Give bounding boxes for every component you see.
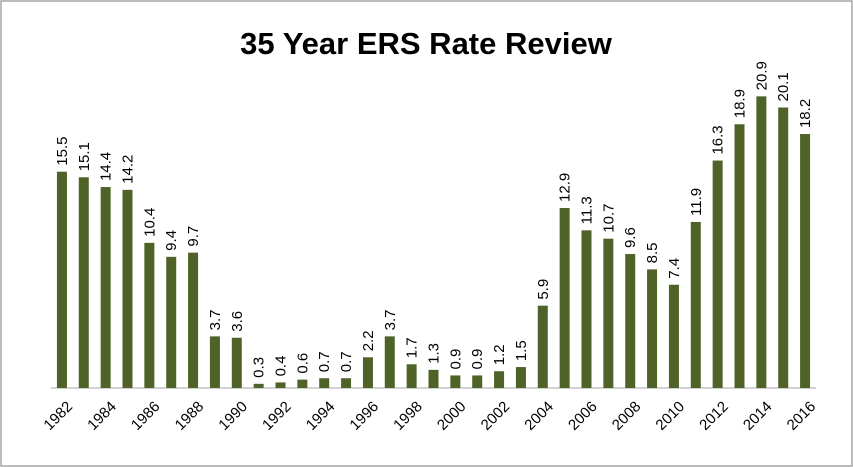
bar [144, 242, 155, 388]
bar [428, 369, 439, 388]
bar [253, 383, 264, 388]
bar [275, 382, 286, 388]
bar [297, 379, 308, 388]
bar [800, 134, 811, 388]
data-label: 0.4 [273, 356, 290, 377]
bar [690, 221, 701, 388]
data-label: 0.3 [251, 357, 268, 378]
data-label: 0.7 [316, 351, 333, 372]
data-label: 5.9 [535, 279, 552, 300]
bar [100, 187, 111, 388]
data-label: 10.4 [141, 208, 158, 237]
data-label: 16.3 [710, 125, 727, 154]
data-label: 2.2 [360, 330, 377, 351]
bar [319, 378, 330, 388]
data-label: 11.9 [688, 188, 705, 216]
data-label: 9.7 [185, 226, 202, 247]
data-label: 18.9 [732, 89, 749, 118]
data-label: 7.4 [666, 258, 683, 279]
data-label: 14.2 [120, 155, 137, 184]
data-label: 12.9 [557, 173, 574, 202]
bar [362, 357, 373, 388]
bar [472, 375, 483, 388]
bar [122, 189, 133, 388]
data-label: 8.5 [644, 243, 661, 264]
data-label: 0.6 [294, 353, 311, 374]
data-label: 14.4 [98, 152, 115, 181]
data-label: 3.7 [207, 310, 224, 331]
bar [341, 378, 352, 388]
bar [515, 367, 526, 388]
data-label: 0.9 [469, 349, 486, 370]
data-label: 15.5 [54, 137, 71, 166]
bar [712, 160, 723, 388]
bar [209, 336, 220, 388]
bar [188, 252, 199, 388]
bar [406, 364, 417, 388]
data-label: 18.2 [797, 99, 814, 128]
data-label: 1.3 [426, 343, 443, 364]
data-label: 9.6 [622, 227, 639, 248]
data-label: 10.7 [600, 203, 617, 232]
bar [384, 336, 395, 388]
data-label: 0.7 [338, 351, 355, 372]
bar [734, 124, 745, 388]
bar [166, 256, 177, 388]
bar [537, 305, 548, 388]
data-label: 20.1 [775, 72, 792, 101]
data-label: 1.2 [491, 344, 508, 365]
bar [625, 254, 636, 388]
data-label: 11.3 [579, 196, 596, 224]
bar [450, 375, 461, 388]
data-label: 1.5 [513, 340, 530, 361]
data-label: 15.1 [76, 142, 93, 171]
data-label: 9.4 [163, 230, 180, 251]
data-label: 20.9 [753, 61, 770, 90]
bar [603, 238, 614, 388]
bar [78, 177, 89, 388]
bar [668, 284, 679, 388]
data-label: 3.6 [229, 311, 246, 332]
bar [581, 230, 592, 388]
bar [494, 371, 505, 388]
data-label: 3.7 [382, 310, 399, 331]
bar [778, 107, 789, 388]
bar [756, 96, 767, 388]
bar [56, 171, 67, 388]
bar [647, 269, 658, 388]
data-label: 1.7 [404, 337, 421, 358]
bar [231, 337, 242, 388]
bar [559, 207, 570, 388]
data-label: 0.9 [447, 349, 464, 370]
chart-title: 35 Year ERS Rate Review [240, 26, 613, 61]
